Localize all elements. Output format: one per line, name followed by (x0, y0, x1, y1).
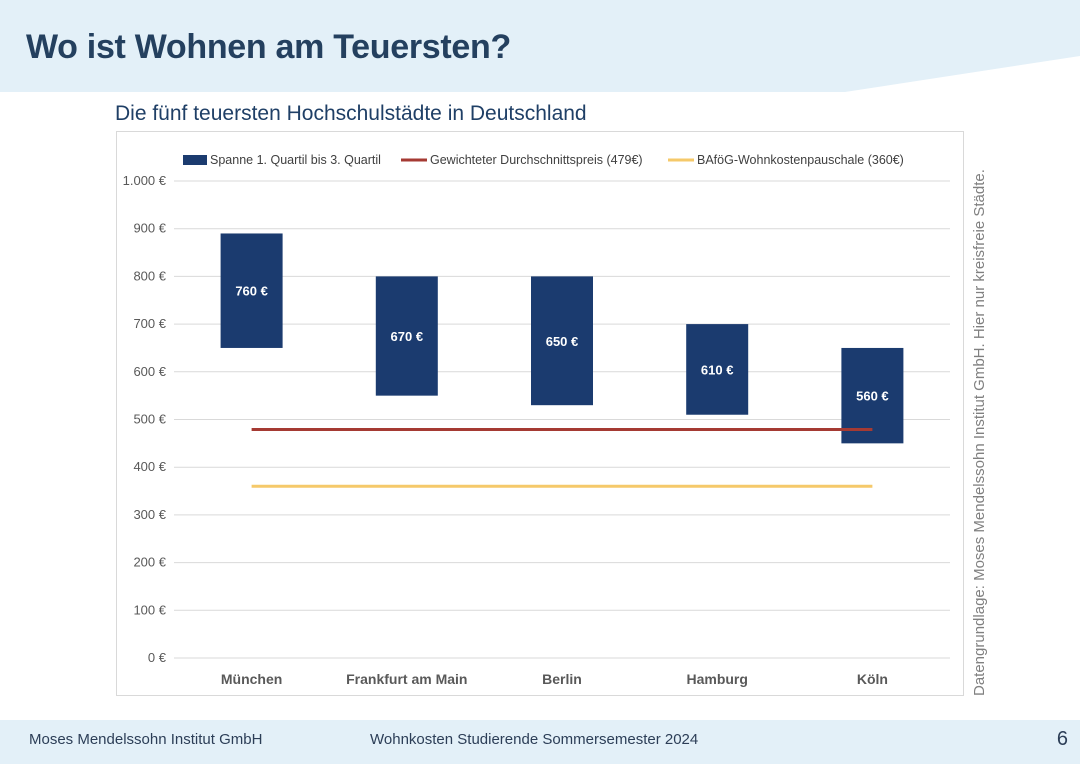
data-label: 560 € (856, 389, 889, 404)
range-bar (220, 233, 283, 348)
legend-swatch-range (183, 155, 207, 165)
chart-frame (116, 131, 964, 696)
range-bar (841, 347, 904, 444)
range-bar (686, 324, 749, 415)
y-tick-label: 400 € (133, 459, 166, 474)
y-tick-label: 100 € (133, 602, 166, 617)
y-tick-label: 0 € (148, 650, 167, 665)
x-category-label: Berlin (542, 671, 582, 687)
legend-label-bafog: BAföG-Wohnkostenpauschale (360€) (697, 153, 904, 167)
x-category-label: München (221, 671, 282, 687)
range-bar (531, 276, 593, 406)
source-note: Datengrundlage: Moses Mendelssohn Instit… (971, 169, 988, 696)
data-label: 670 € (391, 329, 424, 344)
y-tick-label: 1.000 € (123, 173, 167, 188)
header-band (0, 0, 1080, 92)
y-tick-label: 800 € (133, 268, 166, 283)
x-category-label: Frankfurt am Main (346, 671, 467, 687)
data-label: 760 € (235, 284, 268, 299)
y-tick-label: 500 € (133, 412, 166, 427)
x-category-label: Köln (857, 671, 888, 687)
chart-title: Die fünf teuersten Hochschulstädte in De… (115, 102, 587, 125)
footer-report-title: Wohnkosten Studierende Sommersemester 20… (370, 731, 699, 748)
legend-label-range: Spanne 1. Quartil bis 3. Quartil (210, 153, 381, 167)
y-tick-label: 900 € (133, 221, 166, 236)
y-tick-label: 300 € (133, 507, 166, 522)
range-bar (375, 276, 438, 396)
legend-label-average: Gewichteter Durchschnittspreis (479€) (430, 153, 643, 167)
data-label: 650 € (546, 334, 579, 349)
page-title: Wo ist Wohnen am Teuersten? (26, 28, 511, 66)
footer: Moses Mendelssohn Institut GmbH Wohnkost… (0, 720, 1080, 764)
x-category-label: Hamburg (686, 671, 747, 687)
y-tick-label: 200 € (133, 555, 166, 570)
page-number: 6 (1056, 728, 1068, 750)
y-tick-label: 700 € (133, 316, 166, 331)
y-tick-label: 600 € (133, 364, 166, 379)
data-label: 610 € (701, 362, 734, 377)
footer-organization: Moses Mendelssohn Institut GmbH (29, 731, 263, 748)
